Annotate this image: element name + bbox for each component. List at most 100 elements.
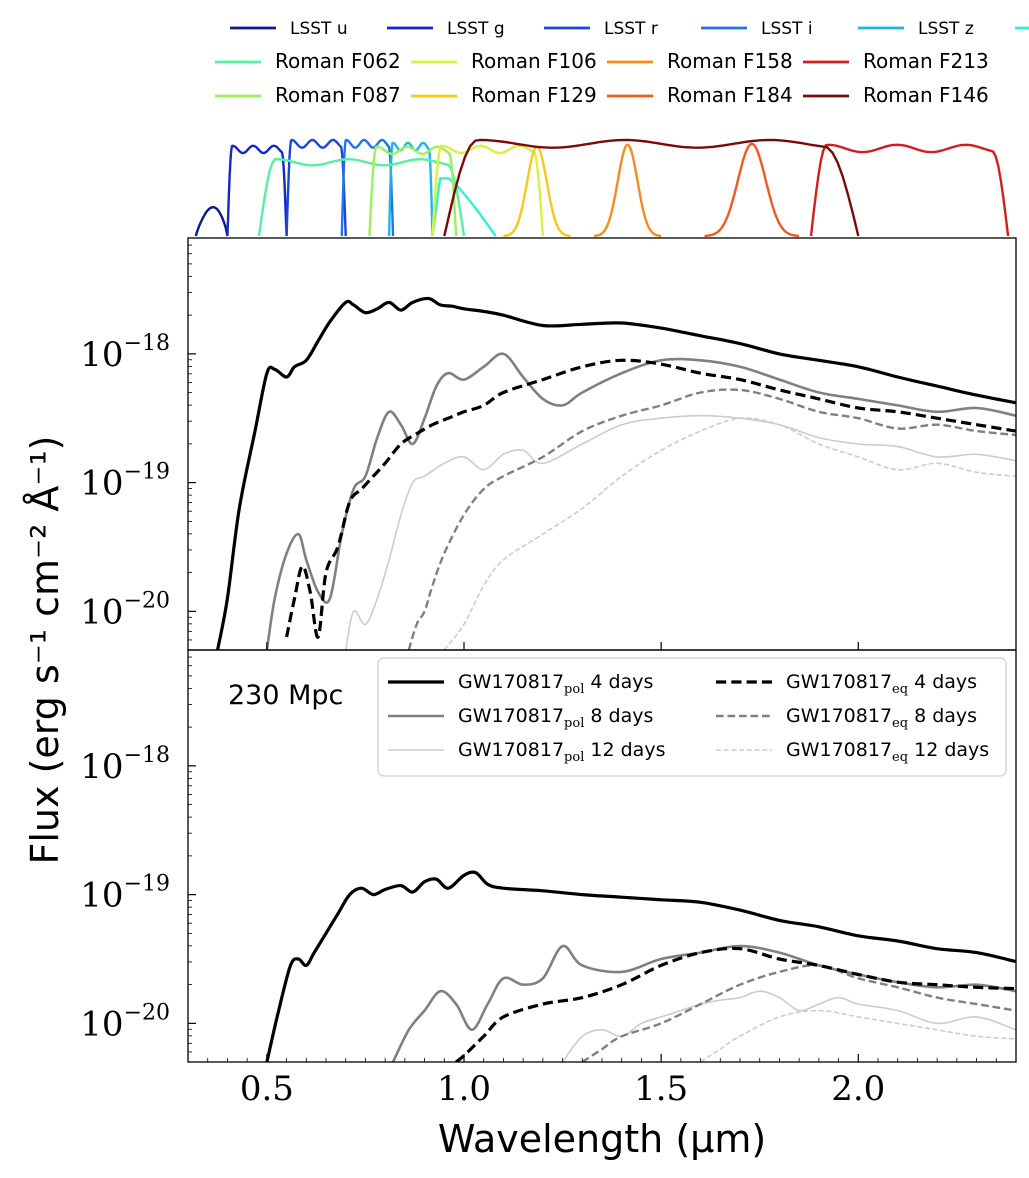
filter-transmission-panel: [194, 138, 1010, 238]
legend-label-base: GW170817: [786, 705, 892, 727]
filter-legend-label: Roman F213: [863, 49, 989, 73]
legend-label-suffix: 4 days: [584, 671, 653, 693]
series-line: [285, 358, 1016, 639]
legend-entry: GW170817pol 12 days: [388, 739, 665, 765]
filter-legend-entry: LSST i: [701, 19, 813, 39]
legend-label: GW170817eq 4 days: [786, 671, 977, 697]
legend-label: GW170817eq 8 days: [786, 705, 977, 731]
filter-legend-entry: Roman F184: [607, 83, 793, 107]
legend-label-suffix: 12 days: [908, 739, 989, 761]
legend-label-base: GW170817: [458, 705, 564, 727]
filter-legend-entry: LSST y: [1015, 26, 1029, 30]
y-tick-base: 10: [80, 335, 123, 375]
legend-label-subscript: pol: [564, 750, 584, 765]
filter-legend-entry: Roman F087: [215, 83, 401, 107]
filter-legend-entry: LSST r: [544, 19, 658, 39]
legend-frame: [377, 657, 1007, 777]
legend-label: GW170817pol 12 days: [458, 739, 665, 765]
axis-ticks: 0.5 1.0 1.5 2.010−1810−1910−2010−1810−1910−…: [80, 244, 1017, 1109]
series-line: [581, 964, 1016, 1062]
filter-legend-entry: LSST g: [387, 19, 505, 39]
legend-label-suffix: 8 days: [908, 705, 977, 727]
x-tick-label: 2.0: [831, 1069, 885, 1109]
filter-legend-entry: LSST u: [230, 19, 348, 39]
legend-entry: GW170817eq 4 days: [716, 671, 977, 697]
filter-curve: [704, 142, 800, 238]
series-line: [265, 352, 1016, 650]
top-panel: [216, 296, 1016, 650]
filter-legend-entry: Roman F158: [607, 49, 793, 73]
filter-curve: [368, 145, 458, 237]
y-tick-base: 10: [80, 876, 123, 916]
legend-label-subscript: eq: [892, 716, 908, 731]
filter-curve: [431, 177, 497, 237]
legend-label-base: GW170817: [458, 739, 564, 761]
legend-entry: GW170817eq 8 days: [716, 705, 977, 731]
filter-curve: [431, 144, 545, 237]
filter-legend-label: Roman F146: [863, 83, 989, 107]
filter-curve: [340, 138, 395, 237]
y-tick-exponent: −19: [124, 872, 170, 897]
legend-entry: GW170817pol 4 days: [388, 671, 653, 697]
legend-label-base: GW170817: [786, 739, 892, 761]
x-axis-label: Wavelength (μm): [438, 1117, 766, 1161]
y-tick-label: 10−19: [80, 460, 170, 504]
filter-legend-label: Roman F184: [667, 83, 793, 107]
y-tick-base: 10: [80, 592, 123, 632]
series-line: [407, 388, 1016, 650]
y-tick-label: 10−18: [80, 331, 170, 375]
series-line: [216, 296, 1016, 650]
filter-curve: [194, 205, 229, 237]
filter-legend-label: Roman F087: [275, 83, 401, 107]
legend-label-subscript: pol: [564, 682, 584, 697]
legend-entry: GW170817eq 12 days: [716, 739, 989, 765]
filter-legend-entry: Roman F146: [803, 83, 989, 107]
filter-curve: [285, 138, 347, 237]
filter-legend: LSST u LSST g LSST r LSST i LSST z LSST y Roma…: [215, 19, 1029, 107]
filter-legend-label: LSST z: [918, 19, 974, 39]
y-axis-label: Flux (erg s⁻¹ cm⁻² Å⁻¹): [23, 436, 67, 865]
legend-label: GW170817eq 12 days: [786, 739, 989, 765]
filter-legend-label: LSST r: [604, 19, 658, 39]
filter-curve: [443, 138, 860, 237]
bottom-panel: [265, 870, 1016, 1062]
filter-legend-entry: Roman F106: [411, 49, 597, 73]
legend-label-subscript: eq: [892, 750, 908, 765]
y-tick-base: 10: [80, 1004, 123, 1044]
filter-legend-label: Roman F158: [667, 49, 793, 73]
legend-entry: GW170817pol 8 days: [388, 705, 653, 731]
filter-legend-entry: Roman F129: [411, 83, 597, 107]
series-line: [443, 417, 1016, 650]
filter-curve: [226, 144, 288, 237]
filter-legend-label: LSST u: [290, 19, 348, 39]
legend-label-suffix: 8 days: [584, 705, 653, 727]
series-legend: GW170817pol 4 days GW170817eq 4 daysGW170…: [377, 657, 1007, 777]
x-tick-label: 0.5: [240, 1069, 294, 1109]
y-tick-exponent: −18: [124, 743, 170, 768]
legend-label-base: GW170817: [458, 671, 564, 693]
y-tick-base: 10: [80, 464, 123, 504]
legend-label-suffix: 4 days: [908, 671, 977, 693]
y-tick-exponent: −19: [124, 460, 170, 485]
y-tick-label: 10−20: [80, 588, 170, 632]
x-tick-label: 1.0: [437, 1069, 491, 1109]
filter-legend-label: Roman F129: [471, 83, 597, 107]
filter-legend-entry: LSST z: [858, 19, 974, 39]
filter-legend-label: Roman F106: [471, 49, 597, 73]
series-line: [265, 870, 1016, 1062]
bottom-panel-annotation: 230 Mpc: [228, 680, 343, 711]
y-tick-exponent: −20: [124, 588, 170, 613]
filter-curve: [387, 141, 434, 237]
y-tick-label: 10−19: [80, 872, 170, 916]
filter-legend-label: LSST i: [761, 19, 813, 39]
legend-label: GW170817pol 4 days: [458, 671, 653, 697]
filter-legend-entry: Roman F213: [803, 49, 989, 73]
series-line: [700, 1009, 1016, 1062]
y-tick-base: 10: [80, 747, 123, 787]
legend-label-subscript: eq: [892, 682, 908, 697]
legend-label: GW170817pol 8 days: [458, 705, 653, 731]
filter-legend-label: Roman F062: [275, 49, 401, 73]
filter-curve: [593, 143, 662, 238]
legend-label-subscript: pol: [564, 716, 584, 731]
